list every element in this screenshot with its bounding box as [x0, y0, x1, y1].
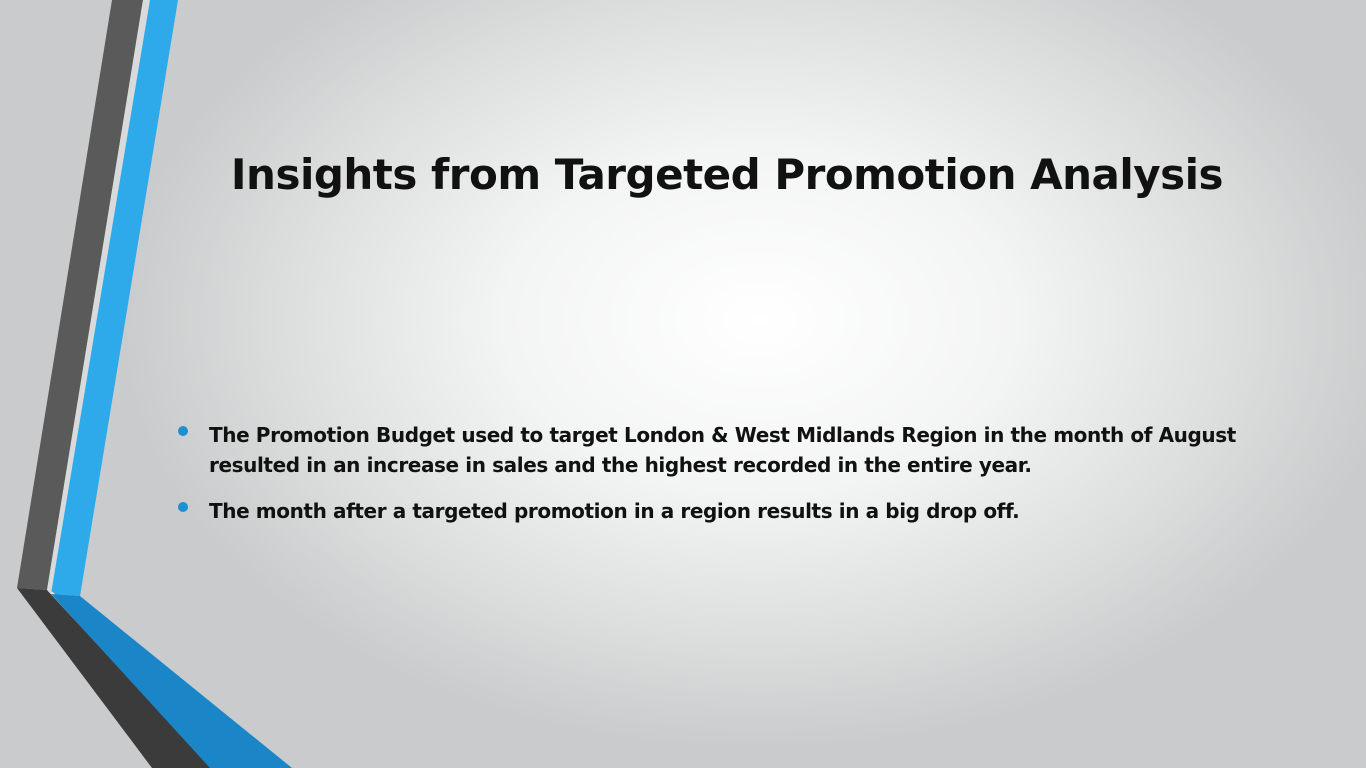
- bullet-text: The Promotion Budget used to target Lond…: [209, 423, 1236, 477]
- blue-stripe-vertical: [51, 0, 178, 596]
- gray-stripe-diagonal: [17, 588, 212, 768]
- gray-stripe-vertical: [17, 0, 143, 590]
- blue-stripe-diagonal: [51, 594, 292, 768]
- bullet-icon: [178, 426, 188, 436]
- bullet-item: The month after a targeted promotion in …: [176, 496, 1236, 526]
- slide-title: Insights from Targeted Promotion Analysi…: [230, 150, 1224, 199]
- bullet-item: The Promotion Budget used to target Lond…: [176, 420, 1236, 480]
- bullet-icon: [178, 502, 188, 512]
- bullet-list: The Promotion Budget used to target Lond…: [176, 420, 1236, 542]
- light-stripe-vertical: [47, 0, 150, 592]
- bullet-text: The month after a targeted promotion in …: [209, 499, 1020, 523]
